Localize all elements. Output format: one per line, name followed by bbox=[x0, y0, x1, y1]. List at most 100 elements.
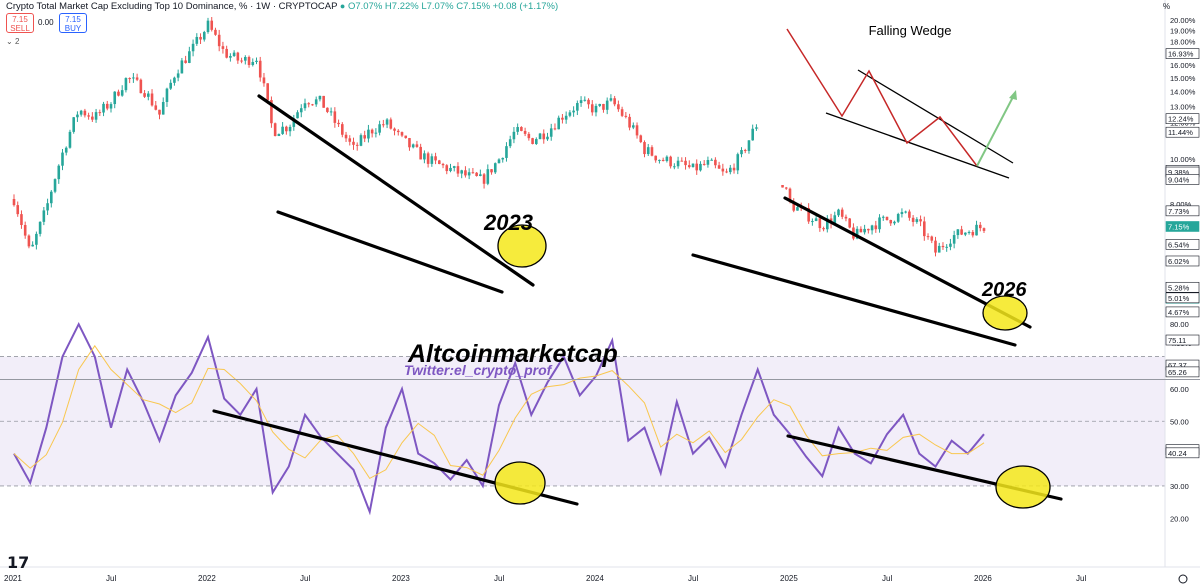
candle-body bbox=[818, 218, 822, 229]
candle-body bbox=[262, 77, 266, 84]
candle-body bbox=[445, 165, 449, 172]
candle-body bbox=[949, 243, 952, 247]
candle-body bbox=[594, 105, 598, 113]
candle-body bbox=[617, 104, 620, 110]
candle-body bbox=[184, 60, 187, 63]
symbol-title[interactable]: Crypto Total Market Cap Excluding Top 10… bbox=[6, 1, 338, 12]
price-label: 9.04% bbox=[1168, 175, 1190, 184]
candle-body bbox=[292, 118, 296, 127]
wedge-2022-lower-trendline[interactable] bbox=[276, 210, 504, 294]
candle-body bbox=[956, 229, 960, 236]
candle-body bbox=[915, 219, 919, 222]
candle-body bbox=[855, 228, 859, 239]
candle-body bbox=[493, 163, 497, 173]
time-tick-label: 2026 bbox=[974, 574, 992, 583]
settings-gear-icon[interactable] bbox=[1178, 574, 1188, 584]
candle-body bbox=[355, 144, 359, 146]
indicator-count[interactable]: ⌄ 2 bbox=[6, 37, 20, 46]
candle-body bbox=[31, 244, 34, 247]
candle-body bbox=[848, 218, 851, 228]
candle-body bbox=[840, 209, 844, 217]
candle-body bbox=[57, 165, 61, 180]
candle-body bbox=[456, 166, 460, 174]
candle-body bbox=[258, 60, 262, 78]
candle-body bbox=[27, 235, 31, 247]
sell-label: SELL bbox=[10, 24, 30, 33]
candle-body bbox=[251, 62, 255, 66]
candle-body bbox=[143, 93, 146, 97]
candle-body bbox=[628, 116, 631, 128]
candle-body bbox=[273, 123, 277, 137]
wedge-2022-upper-trendline[interactable] bbox=[257, 94, 535, 287]
candle-body bbox=[76, 114, 79, 118]
candle-body bbox=[389, 119, 393, 129]
candle-body bbox=[83, 110, 87, 116]
candle-body bbox=[501, 157, 505, 160]
candle-body bbox=[120, 90, 124, 96]
candle-body bbox=[837, 209, 840, 216]
candle-body bbox=[378, 124, 381, 133]
candle-body bbox=[173, 77, 176, 83]
indicator-count-value: 2 bbox=[14, 37, 20, 46]
highlight-2026-circle[interactable] bbox=[982, 295, 1028, 331]
candle-body bbox=[206, 20, 210, 33]
candle-body bbox=[561, 117, 564, 120]
candle-body bbox=[214, 29, 217, 35]
market-status-dot: ● bbox=[339, 1, 346, 11]
rsi-tick-label: 30.00 bbox=[1170, 482, 1189, 491]
annotation-2023: 2023 bbox=[483, 210, 533, 235]
rsi-line bbox=[13, 321, 985, 516]
candle-body bbox=[553, 128, 557, 130]
candle-body bbox=[337, 122, 340, 125]
candle-body bbox=[676, 160, 680, 167]
candle-body bbox=[609, 98, 613, 101]
candle-body bbox=[505, 146, 508, 158]
candle-body bbox=[706, 160, 710, 165]
candle-body bbox=[202, 32, 206, 40]
candle-body bbox=[307, 103, 311, 105]
candle-body bbox=[158, 109, 161, 115]
candle-body bbox=[225, 48, 228, 58]
candle-body bbox=[788, 188, 792, 202]
candle-body bbox=[396, 130, 400, 133]
time-tick-label: 2024 bbox=[586, 574, 604, 583]
candle-body bbox=[91, 116, 94, 120]
candle-body bbox=[710, 159, 713, 161]
candle-body bbox=[863, 228, 866, 233]
candle-body bbox=[512, 131, 516, 140]
sell-price: 7.15 bbox=[12, 15, 28, 24]
candle-body bbox=[165, 88, 169, 102]
candle-body bbox=[221, 46, 225, 49]
candle-body bbox=[318, 95, 322, 100]
candle-body bbox=[523, 130, 527, 134]
tradingview-logo-icon[interactable]: 17 bbox=[7, 553, 30, 572]
candle-body bbox=[72, 117, 75, 132]
candle-body bbox=[314, 99, 318, 105]
candle-body bbox=[411, 144, 415, 148]
time-tick-label: 2023 bbox=[392, 574, 410, 583]
candle-body bbox=[23, 225, 27, 236]
candle-body bbox=[147, 93, 150, 97]
price-label-box bbox=[1165, 205, 1200, 217]
candle-body bbox=[128, 78, 131, 80]
candle-body bbox=[482, 174, 486, 184]
highlight-2023-circle[interactable] bbox=[497, 224, 547, 268]
candle-body bbox=[967, 231, 971, 233]
sell-button[interactable]: 7.15 SELL bbox=[6, 13, 34, 33]
annotation-2026: 2026 bbox=[981, 279, 1027, 301]
rsi-highlight-2023-circle[interactable] bbox=[494, 461, 546, 505]
price-tick-label: 14.00% bbox=[1170, 88, 1196, 97]
candle-body bbox=[702, 163, 706, 165]
candle-body bbox=[12, 199, 16, 206]
price-label: 67.37 bbox=[1168, 361, 1187, 370]
rsi-highlight-2026-circle[interactable] bbox=[995, 465, 1051, 509]
candle-body bbox=[811, 221, 814, 223]
wedge-2025-lower-trendline[interactable] bbox=[691, 253, 1017, 347]
candle-body bbox=[673, 166, 676, 168]
ohlc-values: O7.07% H7.22% L7.07% C7.15% +0.08 (+1.17… bbox=[347, 1, 559, 12]
candle-body bbox=[952, 235, 956, 244]
candle-body bbox=[590, 104, 594, 113]
candle-body bbox=[367, 129, 370, 139]
buy-button[interactable]: 7.15 BUY bbox=[59, 13, 87, 33]
